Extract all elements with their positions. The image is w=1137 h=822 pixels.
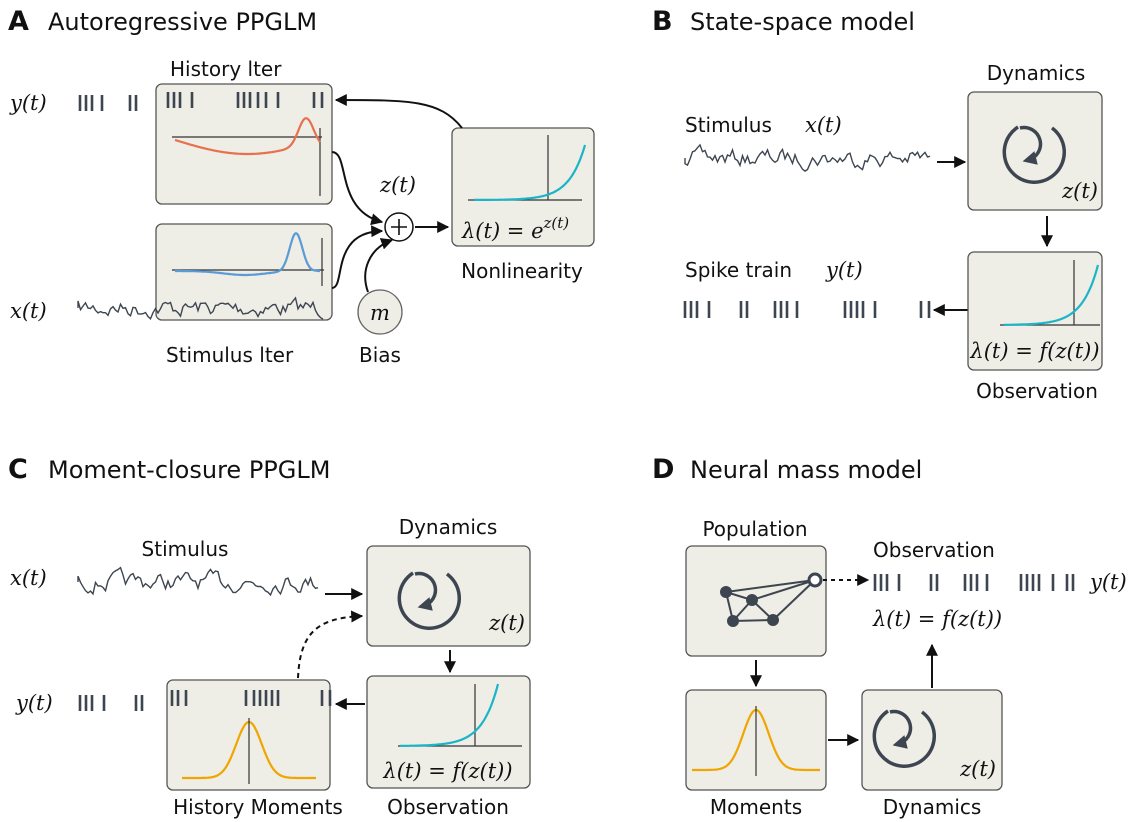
bias-symbol: m [370,301,390,325]
spike-train [128,95,138,111]
formula: λ(t) = f(z(t)) [969,339,1099,363]
arrow [331,151,384,226]
formula-base: λ(t) = e [461,219,544,243]
label: Stimulus [142,537,229,561]
panel-letter: A [8,6,29,37]
stimulus-filter-box [155,223,333,321]
spike-train [873,574,1075,591]
formula: λ(t) = ez(t) [461,214,569,243]
arrow [364,238,394,293]
history-filter-box [155,83,333,205]
label: Stimulus [685,113,772,137]
label: Observation [873,538,995,562]
bias-node [357,289,403,335]
stimulus-filter-curve [175,231,320,277]
exp-curve [474,144,587,201]
exp-curve [1004,264,1100,326]
label: Observation [976,379,1098,403]
label: Bias [359,343,401,367]
math-label: z(t) [959,757,996,781]
axes [172,128,322,196]
arrow [334,94,463,129]
plus-sign [391,219,407,235]
panel-letter: D [652,454,674,485]
noise-trace [684,143,931,172]
formula: λ(t) = f(z(t)) [382,759,512,783]
axes [172,238,324,286]
dynamics-icon [397,571,461,630]
math-label: z(t) [1061,179,1098,203]
panel-title: State-space model [690,8,915,36]
label: History Moments [173,795,343,819]
spike-train [78,695,144,711]
exp-curve [400,683,500,747]
history-filter-curve [174,117,321,156]
label: Spike train [685,258,792,282]
math-label: x(t) [10,566,47,590]
math-label: x(t) [10,299,47,323]
observation-box [967,251,1103,371]
noise-trace [77,296,324,320]
math-label: y(t) [825,258,863,282]
panel-title: Neural mass model [690,456,922,484]
spike-train [166,92,324,108]
panel-letter: B [652,6,673,37]
label: Dynamics [987,61,1086,85]
dashed-arrow [297,610,364,679]
label: Dynamics [883,795,982,819]
math-label: y(t) [15,691,53,715]
spike-train [170,690,332,706]
observation-box [366,675,531,789]
label: Observation [387,795,509,819]
arrow [331,225,384,289]
label: Population [702,517,807,541]
math-label: z(t) [488,611,525,635]
math-label: z(t) [379,173,416,197]
spike-train [683,301,931,318]
label: Stimulus lter [166,343,294,367]
label: Nonlinearity [461,259,583,283]
nonlinearity-box [451,127,595,247]
math-label: y(t) [1089,570,1127,594]
math-label: y(t) [9,91,47,115]
label: History lter [170,57,282,81]
panel-title: Autoregressive PPGLM [48,8,317,36]
dynamics-icon [1002,125,1066,184]
label: Dynamics [399,515,498,539]
network-icon [720,572,823,627]
math-label: x(t) [805,113,842,137]
spike-train [78,95,104,111]
dynamics-icon [872,709,936,768]
panel-title: Moment-closure PPGLM [48,456,330,484]
formula-exponent: z(t) [543,214,570,232]
formula: λ(t) = f(z(t)) [872,607,1002,631]
label: Moments [710,795,802,819]
panel-letter: C [8,454,28,485]
noise-trace [77,566,319,597]
